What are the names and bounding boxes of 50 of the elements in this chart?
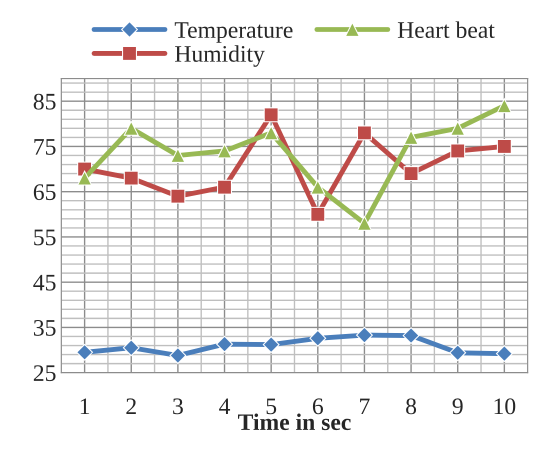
x-tick-label: 3 [173, 398, 183, 414]
point [404, 166, 419, 182]
y-tick-label: 25 [34, 365, 56, 382]
point [450, 120, 466, 136]
x-tick-label: 5 [266, 398, 276, 414]
point [262, 336, 280, 353]
point [76, 344, 93, 361]
point [356, 216, 372, 231]
x-tick-label: 8 [406, 398, 416, 414]
point [496, 98, 512, 114]
point [496, 138, 512, 154]
point [217, 180, 232, 195]
y-tick-label: 65 [34, 184, 56, 200]
point [356, 326, 373, 344]
point [170, 188, 186, 204]
legend-label: Temperature [174, 22, 292, 43]
x-tick-label: 2 [126, 398, 136, 414]
point [217, 144, 232, 158]
point [77, 170, 92, 186]
point [170, 148, 186, 163]
point [170, 347, 186, 364]
point [356, 125, 372, 140]
legend-label: Humidity [175, 45, 265, 67]
x-tick-label: 7 [360, 398, 370, 414]
point [404, 130, 419, 145]
point [309, 330, 326, 347]
y-tick-label: 75 [34, 139, 56, 155]
x-axis-title: Time in sec [238, 414, 351, 430]
point [449, 344, 466, 362]
point [124, 120, 139, 136]
point [216, 336, 233, 353]
point [264, 125, 279, 140]
x-tick-label: 9 [452, 398, 463, 414]
x-tick-label: 4 [219, 398, 230, 414]
point [124, 170, 139, 186]
point [402, 327, 420, 344]
point [122, 339, 140, 356]
x-tick-label: 1 [80, 398, 90, 414]
x-tick-label: 10 [494, 398, 516, 414]
y-tick-label: 55 [34, 230, 56, 246]
y-tick-label: 85 [34, 94, 56, 110]
point [264, 107, 279, 122]
y-tick-label: 35 [34, 320, 56, 336]
point [310, 206, 326, 222]
point [496, 345, 513, 362]
point [310, 180, 326, 195]
y-tick-label: 45 [33, 274, 56, 291]
x-tick-label: 6 [312, 398, 323, 414]
legend-label: Heart beat [398, 21, 495, 38]
point [450, 144, 466, 158]
